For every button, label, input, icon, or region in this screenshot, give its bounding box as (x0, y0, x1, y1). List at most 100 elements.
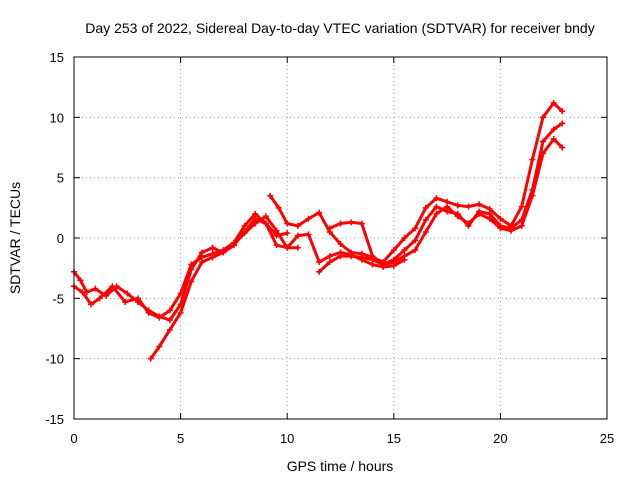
data-point (209, 254, 216, 261)
data-point (275, 204, 282, 211)
data-point (497, 215, 504, 222)
data-point (486, 215, 493, 222)
x-tick-label: 20 (493, 431, 507, 446)
data-point (316, 209, 323, 216)
data-point (252, 210, 259, 217)
data-point (166, 307, 173, 314)
series-markers-track-4 (267, 99, 566, 266)
data-point (454, 202, 461, 209)
data-point (540, 150, 547, 157)
data-point (166, 317, 173, 324)
data-point (529, 156, 536, 163)
x-tick-label: 0 (70, 431, 77, 446)
x-tick-label: 5 (177, 431, 184, 446)
x-tick-label: 25 (600, 431, 614, 446)
data-point (305, 215, 312, 222)
data-point (401, 235, 408, 241)
data-point (109, 283, 116, 290)
data-point (358, 254, 365, 261)
x-tick-label: 10 (280, 431, 294, 446)
data-point (465, 203, 472, 210)
data-point (348, 253, 355, 260)
data-point (177, 309, 184, 316)
data-point (337, 253, 344, 260)
data-point (444, 203, 451, 210)
data-point (422, 216, 429, 223)
data-point (412, 247, 419, 254)
data-point (454, 213, 461, 220)
y-tick-label: 5 (57, 171, 64, 186)
data-point (262, 213, 269, 220)
data-point (188, 261, 195, 268)
data-point (294, 232, 301, 239)
data-point (305, 231, 312, 238)
data-point (412, 237, 419, 244)
y-axis-label: SDTVAR / TECUs (7, 182, 23, 294)
data-point (433, 203, 440, 210)
data-point (465, 220, 472, 227)
series-line-track-1 (72, 217, 300, 322)
data-point (401, 247, 408, 254)
data-point (96, 295, 103, 302)
data-point (177, 290, 184, 297)
data-point (166, 326, 173, 333)
data-point (294, 244, 301, 251)
x-tick-labels: 0 5 10 15 20 25 (70, 431, 614, 446)
data-point (337, 220, 344, 227)
data-point (198, 259, 205, 266)
data-point (559, 108, 566, 115)
data-point (476, 210, 483, 217)
chart-title: Day 253 of 2022, Sidereal Day-to-day VTE… (85, 20, 594, 36)
series-line-track-5 (317, 121, 564, 274)
data-point (294, 222, 301, 229)
data-point (88, 301, 95, 308)
data-point (284, 220, 291, 227)
data-point (273, 227, 280, 234)
data-point (77, 277, 84, 284)
data-point (156, 343, 163, 350)
data-series (71, 99, 566, 362)
data-point (252, 220, 259, 227)
data-point (284, 230, 291, 237)
data-point (390, 259, 397, 266)
axis-ticks (73, 56, 608, 420)
data-point (422, 204, 429, 211)
data-point (326, 225, 333, 232)
y-tick-label: 10 (50, 110, 64, 125)
data-point (230, 241, 237, 248)
data-point (540, 138, 547, 145)
data-point (390, 247, 397, 254)
data-point (412, 225, 419, 232)
data-point (316, 259, 323, 266)
data-point (273, 242, 280, 249)
data-point (124, 290, 131, 297)
data-point (209, 244, 216, 251)
data-point (529, 192, 536, 199)
data-point (433, 195, 440, 202)
data-point (284, 244, 291, 251)
data-point (559, 144, 566, 151)
data-point (241, 230, 248, 237)
grid-lines (74, 57, 607, 419)
x-tick-label: 15 (387, 431, 401, 446)
data-point (241, 222, 248, 229)
x-axis-label: GPS time / hours (287, 458, 394, 474)
data-point (134, 295, 141, 302)
data-point (422, 228, 429, 235)
data-point (508, 227, 515, 234)
data-point (559, 120, 566, 127)
data-point (550, 136, 557, 143)
data-point (147, 355, 154, 362)
y-tick-label: -15 (45, 412, 64, 427)
data-point (540, 114, 547, 121)
data-point (262, 220, 269, 227)
data-point (497, 225, 504, 232)
series-markers-track-1 (71, 215, 301, 324)
data-point (401, 253, 408, 260)
data-point (79, 289, 86, 296)
y-tick-label: -10 (45, 352, 64, 367)
data-point (518, 222, 525, 229)
data-point (550, 99, 557, 106)
data-point (326, 259, 333, 266)
